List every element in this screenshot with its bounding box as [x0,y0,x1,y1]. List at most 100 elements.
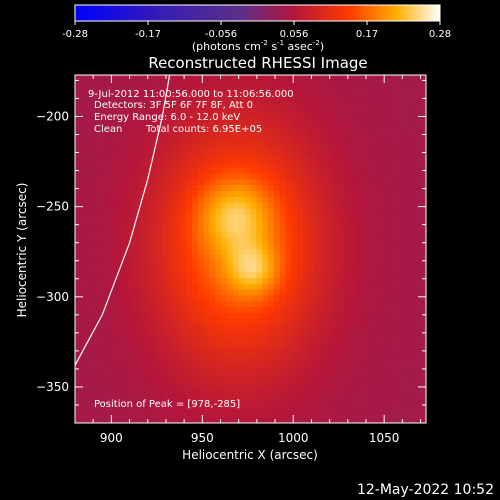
heatmap-cell [110,411,117,418]
heatmap-cell [297,365,304,372]
heatmap-cell [115,225,123,233]
heatmap-cell [98,249,105,256]
heatmap-cell [285,173,293,180]
heatmap-cell [151,98,158,105]
heatmap-cell [379,162,386,169]
heatmap-cell [110,144,117,151]
heatmap-cell [186,353,193,360]
heatmap-cell [86,359,94,366]
heatmap-cell [273,318,281,325]
heatmap-cell [373,191,380,198]
heatmap-cell [203,365,211,372]
heatmap-cell [332,225,339,233]
heatmap-cell [396,353,404,360]
heatmap-cell [75,318,82,325]
heatmap-cell [367,359,374,366]
heatmap-cell [349,237,357,244]
heatmap-cell [314,225,322,233]
heatmap-cell [355,341,363,349]
heatmap-cell [92,92,99,99]
heatmap-cell [209,295,216,302]
heatmap-cell [355,283,363,291]
heatmap-cell [186,295,193,302]
heatmap-cell [115,405,123,412]
heatmap-cell [121,208,129,215]
heatmap-cell [244,254,252,262]
heatmap-cell [349,220,357,227]
heatmap-cell [139,382,146,389]
heatmap-cell [256,405,263,412]
heatmap-cell [262,260,269,267]
heatmap-cell [156,133,164,140]
heatmap-cell [420,307,426,314]
heatmap-cell [215,347,222,354]
heatmap-cell [232,301,240,308]
heatmap-cell [86,191,94,198]
heatmap-cell [98,266,105,273]
heatmap-cell [385,382,392,389]
heatmap-cell [390,417,398,423]
heatmap-cell [151,167,158,175]
heatmap-cell [162,196,170,204]
heatmap-cell [420,388,426,395]
heatmap-cell [232,150,240,157]
heatmap-cell [156,324,164,331]
heatmap-cell [320,133,328,140]
heatmap-cell [262,359,269,366]
heatmap-cell [215,179,222,186]
heatmap-cell [203,109,211,117]
heatmap-cell [273,411,281,418]
heatmap-cell [373,220,380,227]
heatmap-cell [110,196,117,204]
heatmap-cell [127,98,135,105]
heatmap-cell [262,185,269,192]
heatmap-cell [180,144,187,151]
heatmap-cell [110,173,117,180]
heatmap-cell [262,173,269,180]
heatmap-cell [121,347,129,354]
heatmap-cell [209,307,216,314]
heatmap-cell [227,86,234,93]
heatmap-cell [232,214,240,221]
heatmap-cell [92,318,99,325]
heatmap-cell [303,388,310,395]
heatmap-cell [151,417,158,423]
heatmap-cell [197,359,205,366]
heatmap-cell [244,127,252,134]
heatmap-cell [390,138,398,146]
heatmap-cell [174,347,181,354]
heatmap-cell [390,92,398,99]
heatmap-cell [238,202,246,209]
heatmap-cell [139,214,146,221]
heatmap-cell [385,191,392,198]
heatmap-cell [268,121,275,128]
heatmap-cell [209,173,216,180]
heatmap-cell [420,365,426,372]
heatmap-cell [408,214,415,221]
heatmap-cell [209,272,216,279]
heatmap-cell [192,86,199,93]
heatmap-cell [186,214,193,221]
heatmap-cell [420,324,426,331]
heatmap-cell [303,405,310,412]
heatmap-cell [385,231,392,238]
heatmap-cell [250,156,257,163]
heatmap-cell [379,167,386,175]
heatmap-cell [250,347,257,354]
heatmap-cell [414,127,421,134]
heatmap-cell [314,231,322,238]
heatmap-cell [104,167,111,175]
heatmap-cell [145,80,152,88]
heatmap-cell [326,341,333,349]
heatmap-cell [221,191,228,198]
heatmap-cell [227,405,234,412]
heatmap-cell [244,370,252,378]
heatmap-cell [402,75,410,82]
heatmap-cell [127,220,135,227]
heatmap-cell [174,301,181,308]
heatmap-cell [332,283,339,291]
heatmap-cell [133,196,140,204]
heatmap-cell [197,231,205,238]
heatmap-cell [320,394,328,401]
heatmap-cell [420,220,426,227]
